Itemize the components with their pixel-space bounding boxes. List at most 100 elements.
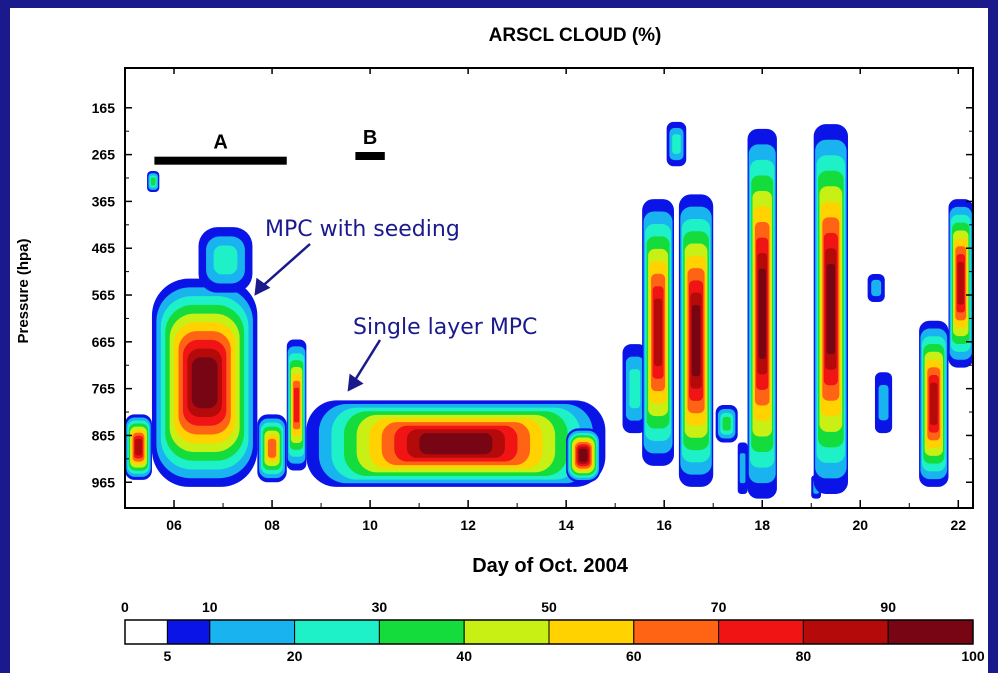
colorbar-bottom-label: 40 bbox=[456, 648, 472, 664]
plot-frame bbox=[124, 67, 974, 509]
cloud-feature bbox=[198, 227, 253, 293]
y-tick-label: 965 bbox=[92, 474, 116, 490]
colorbar-top-label: 0 bbox=[121, 599, 129, 615]
colorbar-top-label: 10 bbox=[202, 599, 218, 615]
annotation-label: Single layer MPC bbox=[353, 315, 537, 340]
cloud-contour bbox=[739, 453, 746, 484]
cloud-feature bbox=[715, 405, 738, 443]
cloud-contour bbox=[135, 438, 142, 456]
colorbar: 0 10 30 50 70 90 5 20 40 60 80 100 bbox=[121, 599, 985, 664]
cloud-contour bbox=[293, 387, 300, 423]
cloud-contour bbox=[267, 438, 277, 458]
colorbar-bin bbox=[633, 619, 720, 645]
cloud-contour bbox=[722, 416, 731, 431]
y-tick-label: 865 bbox=[92, 427, 116, 443]
chart-title: ARSCL CLOUD (%) bbox=[489, 25, 662, 46]
annotation-arrow bbox=[350, 339, 382, 387]
cloud-feature bbox=[566, 428, 601, 483]
colorbar-top-label: 90 bbox=[880, 599, 896, 615]
cloud-contour bbox=[758, 268, 766, 359]
cloud-contour bbox=[419, 433, 493, 455]
cloud-feature bbox=[919, 320, 949, 487]
colorbar-bin bbox=[166, 619, 211, 645]
cloud-feature bbox=[642, 199, 674, 466]
cloud-feature bbox=[286, 339, 307, 471]
x-tick-label: 10 bbox=[362, 517, 378, 533]
cloud-contour bbox=[871, 279, 882, 297]
colorbar-bin bbox=[209, 619, 296, 645]
colorbar-bottom-label: 5 bbox=[164, 648, 172, 664]
annotation-label: MPC with seeding bbox=[265, 217, 460, 242]
colorbar-bottom-label: 20 bbox=[287, 648, 303, 664]
cloud-contour bbox=[654, 298, 663, 367]
annotations: MPC with seeding Single layer MPC bbox=[254, 217, 537, 392]
colorbar-bottom-label: 80 bbox=[796, 648, 812, 664]
x-tick-label: 22 bbox=[951, 517, 967, 533]
colorbar-top-label: 50 bbox=[541, 599, 557, 615]
cloud-feature bbox=[874, 372, 893, 434]
cloud-contour bbox=[191, 357, 218, 409]
y-tick-label: 365 bbox=[92, 193, 116, 209]
y-axis-ticks: 165 265 365 465 565 665 765 865 965 bbox=[92, 100, 973, 490]
x-tick-label: 18 bbox=[754, 517, 770, 533]
period-bar bbox=[154, 156, 287, 165]
cloud-contour bbox=[691, 304, 701, 377]
x-tick-label: 08 bbox=[264, 517, 280, 533]
y-tick-label: 465 bbox=[92, 240, 116, 256]
colorbar-top-label: 30 bbox=[372, 599, 388, 615]
cloud-feature bbox=[151, 278, 258, 487]
y-tick-label: 665 bbox=[92, 334, 116, 350]
period-label: B bbox=[363, 127, 377, 149]
cloud-fields bbox=[125, 121, 973, 499]
annotation-arrowhead bbox=[254, 277, 271, 296]
colorbar-frame bbox=[124, 619, 974, 645]
colorbar-bin bbox=[463, 619, 550, 645]
cloud-feature bbox=[622, 344, 648, 434]
colorbar-bin bbox=[548, 619, 635, 645]
annotation-arrowhead bbox=[347, 373, 364, 392]
period-label: A bbox=[213, 132, 227, 154]
cloud-contour bbox=[213, 245, 238, 275]
cloud-feature bbox=[147, 170, 160, 193]
cloud-feature bbox=[257, 414, 287, 483]
colorbar-bin bbox=[378, 619, 465, 645]
cloud-feature bbox=[737, 442, 748, 494]
colorbar-bin bbox=[124, 619, 168, 645]
x-tick-label: 16 bbox=[656, 517, 672, 533]
y-tick-label: 565 bbox=[92, 287, 116, 303]
y-tick-label: 265 bbox=[92, 147, 116, 163]
colorbar-bottom-label: 100 bbox=[961, 648, 985, 664]
colorbar-bin bbox=[802, 619, 889, 645]
colorbar-bin bbox=[294, 619, 380, 645]
cloud-feature bbox=[813, 124, 849, 494]
cloud-contour bbox=[629, 369, 641, 409]
cloud-feature bbox=[306, 400, 606, 487]
x-tick-label: 14 bbox=[558, 517, 574, 533]
period-bar bbox=[355, 152, 385, 160]
cloud-contour bbox=[150, 177, 156, 186]
cloud-contour bbox=[826, 263, 836, 355]
cloud-feature bbox=[867, 273, 885, 303]
cloud-contour bbox=[579, 448, 588, 462]
colorbar-top-label: 70 bbox=[711, 599, 727, 615]
y-tick-label: 165 bbox=[92, 100, 116, 116]
x-axis-ticks: 06 08 10 12 14 16 18 20 22 bbox=[124, 68, 967, 533]
cloud-feature bbox=[678, 194, 714, 487]
cloud-contour bbox=[930, 382, 938, 425]
cloud-feature bbox=[125, 414, 152, 480]
y-tick-label: 765 bbox=[92, 381, 116, 397]
colorbar-bin bbox=[718, 619, 804, 645]
x-tick-label: 12 bbox=[460, 517, 476, 533]
cloud-contour bbox=[878, 385, 889, 421]
y-axis-label: Pressure (hpa) bbox=[15, 238, 32, 343]
colorbar-bottom-label: 60 bbox=[626, 648, 642, 664]
cloud-feature bbox=[666, 121, 687, 167]
annotation-arrow bbox=[257, 243, 311, 291]
x-tick-label: 06 bbox=[166, 517, 182, 533]
cloud-feature bbox=[948, 199, 973, 368]
cloud-contour bbox=[957, 261, 964, 305]
cloud-contour bbox=[672, 134, 681, 154]
